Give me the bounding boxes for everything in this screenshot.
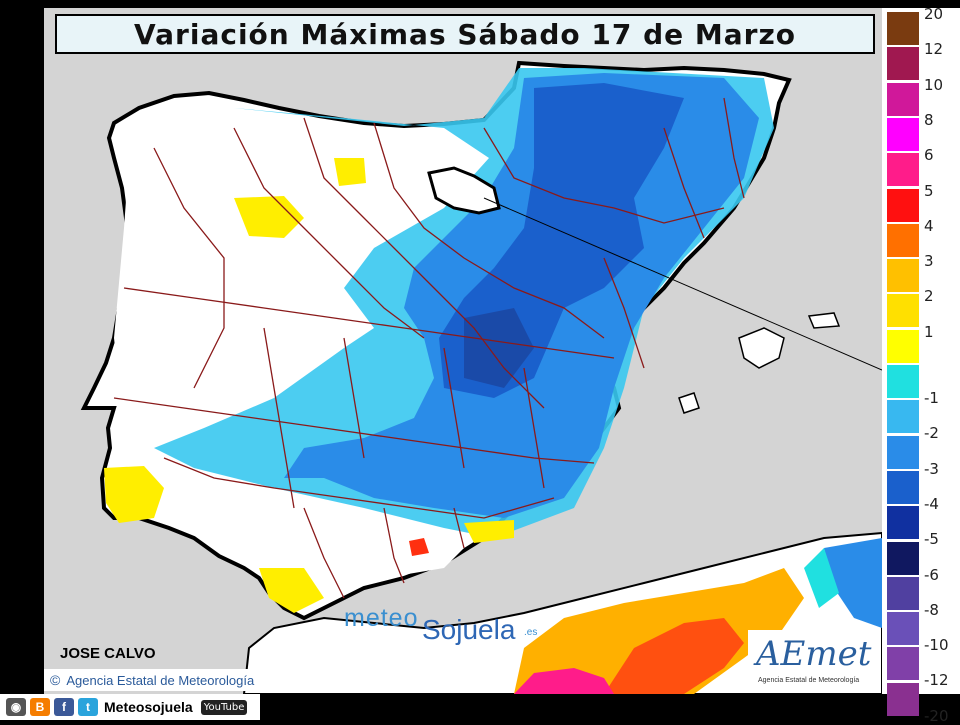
yellow-patch-4 bbox=[464, 520, 514, 543]
watermark-meteo: meteo bbox=[344, 604, 419, 632]
yellow-patch-2 bbox=[104, 466, 164, 523]
darkest-zone bbox=[464, 308, 534, 388]
legend-label: 8 bbox=[924, 110, 934, 129]
legend-swatch bbox=[887, 682, 919, 716]
legend-label: 2 bbox=[924, 287, 934, 306]
rioja-pointer-line bbox=[483, 197, 882, 371]
legend-label: 5 bbox=[924, 181, 934, 200]
social-handle[interactable]: Meteosojuela bbox=[104, 699, 193, 715]
aemet-logo-word: AEmet bbox=[756, 634, 872, 674]
africa-red bbox=[604, 618, 744, 694]
legend-label: -1 bbox=[924, 389, 939, 407]
map-area bbox=[44, 8, 882, 694]
legend-label: -3 bbox=[924, 459, 939, 478]
legend-label: -4 bbox=[924, 494, 939, 513]
legend-swatch bbox=[887, 223, 919, 257]
legend-swatch bbox=[887, 647, 919, 681]
legend-label: 4 bbox=[924, 216, 934, 235]
yellow-patch-1 bbox=[234, 196, 304, 238]
social-bar: ◉ B f t Meteosojuela YouTube bbox=[0, 694, 260, 720]
watermark-es: .es bbox=[524, 627, 538, 638]
instagram-icon[interactable]: ◉ bbox=[6, 698, 26, 716]
legend-swatch bbox=[887, 117, 919, 151]
blogger-icon[interactable]: B bbox=[30, 698, 50, 716]
legend-swatch bbox=[887, 47, 919, 81]
yellow-patch-3 bbox=[259, 568, 324, 613]
aemet-copyright: © Agencia Estatal de Meteorología bbox=[44, 669, 290, 691]
author-credit: JOSE CALVO bbox=[60, 645, 156, 662]
legend-swatch bbox=[887, 329, 919, 363]
legend-label: -8 bbox=[924, 600, 939, 619]
legend-label: -10 bbox=[924, 636, 949, 655]
color-legend: 20 12 10 8 6 5 4 3 2 1 -1 -2 -3 -4 -5 -6 -8 -10 -12 -20 bbox=[882, 5, 960, 725]
map-title: Variación Máximas Sábado 17 de Marzo bbox=[55, 14, 875, 54]
facebook-icon[interactable]: f bbox=[54, 698, 74, 716]
la-rioja-outline bbox=[427, 166, 501, 215]
legend-swatch bbox=[887, 188, 919, 222]
legend-swatch bbox=[887, 506, 919, 540]
map-svg bbox=[80, 60, 882, 694]
legend-swatch bbox=[887, 470, 919, 504]
legend-label: 20 bbox=[924, 5, 944, 23]
africa-magenta bbox=[514, 668, 614, 694]
legend-swatch bbox=[887, 365, 919, 398]
legend-swatch bbox=[887, 259, 919, 293]
copyright-symbol: © bbox=[50, 672, 61, 688]
legend-swatch bbox=[887, 541, 919, 575]
legend-swatch bbox=[887, 576, 919, 610]
watermark-sojuela: Sojuela bbox=[422, 614, 516, 645]
yellow-patch-5 bbox=[334, 158, 366, 186]
province-borders bbox=[113, 97, 745, 599]
aemet-logo: AEmet Agencia Estatal de Meteorología bbox=[748, 630, 880, 692]
legend-label: 12 bbox=[924, 40, 944, 59]
africa-blue bbox=[824, 538, 882, 628]
legend-swatch bbox=[887, 435, 919, 469]
africa-orange bbox=[514, 568, 804, 694]
twitter-icon[interactable]: t bbox=[78, 698, 98, 716]
africa-cyan bbox=[804, 548, 839, 608]
legend-label: -12 bbox=[924, 671, 949, 690]
west-white bbox=[114, 148, 374, 428]
legend-label: -20 bbox=[924, 706, 949, 725]
legend-swatch bbox=[887, 400, 919, 434]
legend-swatch bbox=[887, 82, 919, 116]
meteosojuela-watermark: meteo Sojuela .es bbox=[344, 604, 537, 645]
red-patch bbox=[409, 538, 429, 556]
legend-label: 1 bbox=[924, 322, 934, 341]
aemet-logo-subtitle: Agencia Estatal de Meteorología bbox=[758, 677, 860, 684]
legend-label: 6 bbox=[924, 146, 934, 165]
legend-label: -6 bbox=[924, 565, 939, 584]
menorca bbox=[807, 312, 841, 329]
youtube-icon[interactable]: YouTube bbox=[200, 699, 248, 715]
ibiza bbox=[678, 392, 700, 414]
legend-label: 3 bbox=[924, 252, 934, 271]
legend-swatch bbox=[887, 153, 919, 187]
legend-swatch bbox=[887, 294, 919, 328]
mallorca bbox=[738, 327, 785, 369]
legend-swatch bbox=[887, 612, 919, 646]
legend-label: -5 bbox=[924, 530, 939, 549]
legend-label: -2 bbox=[924, 424, 939, 443]
legend-swatch bbox=[887, 12, 919, 45]
legend-label: 10 bbox=[924, 75, 944, 94]
copyright-text: Agencia Estatal de Meteorología bbox=[66, 672, 255, 688]
